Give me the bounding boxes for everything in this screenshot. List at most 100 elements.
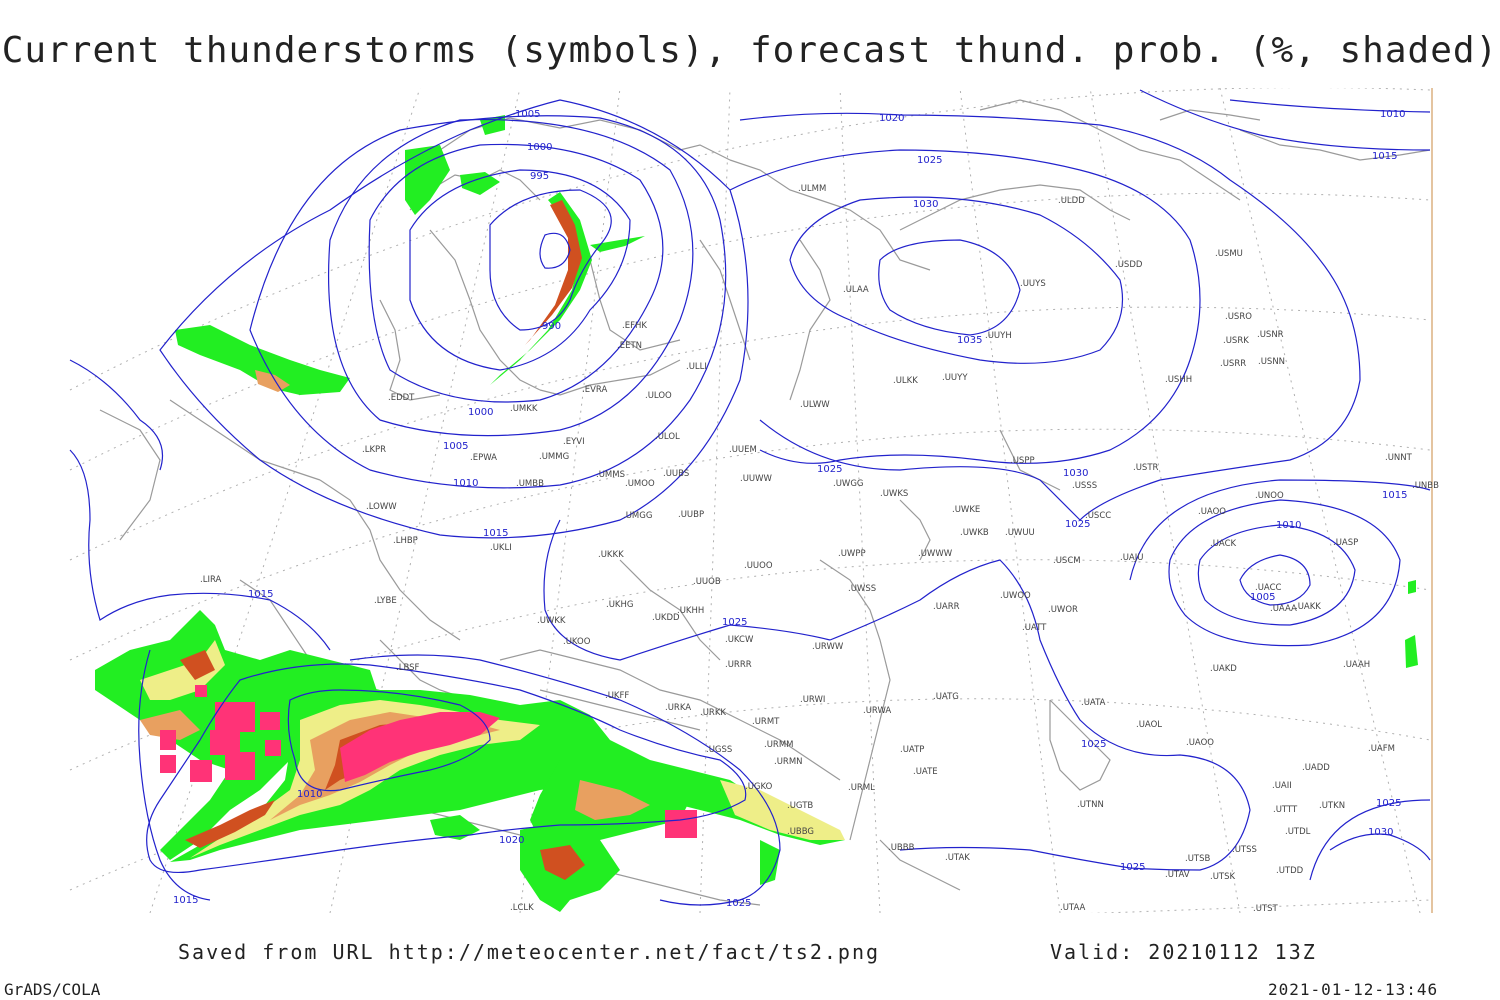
isobar-label: 1015: [173, 895, 198, 906]
isobar-label: 1025: [726, 898, 751, 909]
station-label: .URRR: [725, 660, 752, 670]
station-label: .UTSB: [1185, 854, 1211, 864]
station-label: .URKA: [665, 703, 691, 713]
station-label: .UADD: [1302, 763, 1330, 773]
station-label: .UTAA: [1060, 903, 1086, 913]
station-label: .LIRA: [200, 575, 222, 585]
station-label: .UTSK: [1210, 872, 1236, 882]
station-label: .UUYY: [942, 373, 968, 383]
station-label: .UKKK: [598, 550, 624, 560]
station-label: .USNN: [1258, 357, 1285, 367]
station-label: .LHBP: [393, 536, 418, 546]
station-label: .USCC: [1085, 511, 1111, 521]
station-label: .EFHK: [622, 321, 647, 331]
generated-timestamp: 2021-01-12-13:46: [1268, 980, 1439, 999]
thunderstorm-symbols: [160, 685, 697, 838]
station-label: .UTNN: [1077, 800, 1104, 810]
station-label: .UWKE: [952, 505, 980, 515]
station-label: .UTDL: [1285, 827, 1311, 837]
station-label: .UUYS: [1020, 279, 1046, 289]
station-label: .ULMM: [798, 184, 826, 194]
station-label: .UAAH: [1343, 660, 1370, 670]
station-label: .UAAA: [1270, 604, 1297, 614]
station-label: .UKFF: [605, 691, 629, 701]
station-label: .USSS: [1072, 481, 1097, 491]
station-label: .UKCW: [725, 635, 754, 645]
station-label: .UNOO: [1255, 491, 1284, 501]
station-label: .UWKB: [960, 528, 989, 538]
valid-time: Valid: 20210112 13Z: [1050, 940, 1317, 964]
isobar-label: 1000: [468, 407, 493, 418]
station-label: .UTTT: [1273, 805, 1298, 815]
station-labels: .ULMM .ULDD .UUYS .UUYH .ULAA .USDD .USM…: [200, 184, 1439, 914]
station-label: .UNBB: [1412, 481, 1439, 491]
station-label: .UMKK: [510, 404, 538, 414]
station-label: .UKHH: [677, 606, 704, 616]
station-label: .UUWW: [740, 474, 773, 484]
station-label: .EYVI: [563, 437, 585, 447]
station-label: .UKOO: [563, 637, 591, 647]
isobar-label: 990: [542, 321, 561, 332]
station-label: .UWOR: [1048, 605, 1078, 615]
station-label: .EPWA: [470, 453, 497, 463]
station-label: .UAKD: [1210, 664, 1237, 674]
station-label: .UMMS: [596, 470, 625, 480]
station-label: .LCLK: [510, 903, 534, 913]
station-label: .UTDD: [1276, 866, 1304, 876]
station-label: .UWPP: [838, 549, 866, 559]
isobar-label: 1030: [913, 199, 938, 210]
isobar-label: 1020: [879, 113, 904, 124]
station-label: .UATT: [1022, 623, 1047, 633]
isobar-label: 1025: [1376, 798, 1401, 809]
station-label: .URMN: [774, 757, 803, 767]
station-label: .URWI: [800, 695, 825, 705]
station-label: .UWGG: [833, 479, 864, 489]
station-label: .UWOO: [1000, 591, 1031, 601]
station-label: .UKLI: [490, 543, 512, 553]
station-label: .EETN: [617, 341, 642, 351]
station-label: .UWSS: [848, 584, 876, 594]
station-label: .LBSF: [396, 663, 420, 673]
station-label: .UWKK: [537, 616, 566, 626]
station-label: .LYBE: [374, 596, 397, 606]
station-label: .USHH: [1165, 375, 1192, 385]
station-label: .URWW: [812, 642, 844, 652]
station-label: .UKHG: [606, 600, 633, 610]
station-label: .LKPR: [362, 445, 386, 455]
station-label: .UTSS: [1232, 845, 1257, 855]
station-label: .UAII: [1272, 781, 1292, 791]
station-label: .UMMG: [539, 452, 569, 462]
station-label: .UMBB: [516, 479, 544, 489]
station-label: .UMGG: [623, 511, 652, 521]
isobar-label: 1025: [917, 155, 942, 166]
isobar-label: 1015: [248, 589, 273, 600]
station-label: .USCM: [1053, 556, 1081, 566]
station-label: .UATA: [1081, 698, 1106, 708]
isobar-labels: 1005 1000 995 990 1000 1005 1010 1015 10…: [173, 109, 1407, 909]
map-title: Current thunderstorms (symbols), forecas…: [1, 30, 1499, 71]
station-label: .UACC: [1255, 583, 1282, 593]
station-label: .UAOO: [1186, 738, 1214, 748]
isobar-label: 1005: [1250, 592, 1275, 603]
station-label: .UGKO: [745, 782, 773, 792]
station-label: .UWKS: [880, 489, 908, 499]
station-label: .EVRA: [582, 385, 607, 395]
station-label: .ULOL: [655, 432, 680, 442]
isobar-label: 1015: [1372, 151, 1397, 162]
station-label: .UKDD: [652, 613, 680, 623]
isobar-label: 1010: [1380, 109, 1405, 120]
station-label: .UASP: [1333, 538, 1358, 548]
station-label: .USRR: [1220, 359, 1246, 369]
isobar-label: 1030: [1063, 468, 1088, 479]
station-label: .URKK: [700, 708, 726, 718]
source-url-note: Saved from URL http://meteocenter.net/fa…: [178, 940, 881, 964]
station-label: .USNR: [1257, 330, 1284, 340]
isobar-label: 1025: [722, 617, 747, 628]
station-label: .USPP: [1010, 456, 1035, 466]
station-label: .UUBS: [663, 469, 689, 479]
station-label: .ULWW: [800, 400, 830, 410]
station-label: .URMM: [764, 740, 794, 750]
station-label: .LOWW: [366, 502, 397, 512]
isobar-label: 1005: [443, 441, 468, 452]
station-label: .UUYH: [985, 331, 1012, 341]
